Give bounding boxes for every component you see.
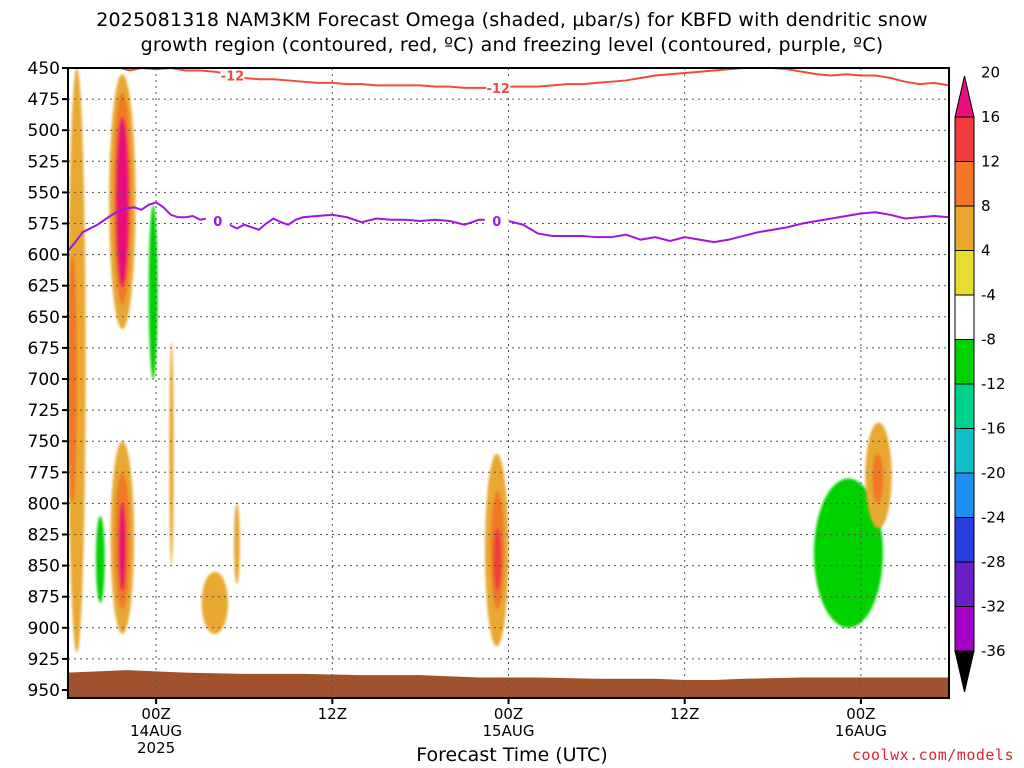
colorbar-segment [954, 294, 975, 340]
x-tick-label: 12Z [318, 705, 347, 723]
x-tick-label: 15AUG [483, 722, 535, 740]
terrain-fill [68, 670, 949, 698]
chart-title-line-2: growth region (contoured, red, ºC) and f… [140, 34, 884, 56]
omega-cell [148, 204, 158, 379]
y-tick-label: 700 [28, 370, 60, 390]
colorbar-segment [954, 561, 975, 607]
colorbar-label: -28 [981, 553, 1006, 571]
freezing-level-contour-label: 0 [213, 215, 222, 230]
colorbar-label: -36 [981, 642, 1006, 660]
x-tick-label: 14AUG [130, 722, 182, 740]
y-axis-ticks: 450 475 500 525 550 575 600 625 650 675 700 725 750 7… [28, 59, 68, 701]
dgz-contour [120, 68, 949, 89]
colorbar-label: -20 [981, 464, 1006, 482]
omega-cell [68, 68, 86, 653]
colorbar-label: -24 [981, 509, 1006, 527]
colorbar-segment [954, 517, 975, 563]
y-tick-label: 575 [28, 215, 60, 235]
y-tick-label: 825 [28, 526, 60, 546]
colorbar-segment [954, 205, 975, 251]
y-tick-label: 450 [28, 59, 60, 79]
omega-cell [233, 503, 240, 585]
y-tick-label: 950 [28, 681, 60, 701]
colorbar-label: -32 [981, 598, 1006, 616]
colorbar-segment [954, 161, 975, 207]
x-tick-label: 00Z [141, 705, 170, 723]
x-tick-label: 16AUG [835, 722, 887, 740]
colorbar-segment [954, 339, 975, 385]
colorbar-segment [954, 472, 975, 518]
y-tick-label: 650 [28, 308, 60, 328]
omega-cell [458, 590, 469, 647]
x-tick-label: 2025 [137, 739, 175, 757]
colorbar-label: -16 [981, 420, 1006, 438]
omega-cell [201, 571, 229, 635]
contour-lines: -12 -12 0 0 [68, 68, 949, 252]
colorbar-label: 4 [981, 242, 991, 260]
colorbar-label: -12 [981, 375, 1006, 393]
colorbar-segment [954, 116, 975, 162]
y-tick-label: 600 [28, 246, 60, 266]
dgz-contour-label: -12 [486, 82, 510, 97]
freezing-level-contour [68, 201, 949, 252]
y-tick-label: 500 [28, 121, 60, 141]
colorbar: -36 -32 -28 -24 -20 -16 -12 -8 -4 4 8 12 16 20 [954, 64, 1006, 693]
omega-cell [95, 515, 105, 603]
colorbar-label: -8 [981, 331, 996, 349]
colorbar-label: 16 [981, 108, 1000, 126]
colorbar-segment [954, 250, 975, 296]
y-tick-label: 850 [28, 557, 60, 577]
colorbar-segment [954, 606, 975, 652]
omega-cell [116, 117, 129, 286]
y-tick-label: 800 [28, 494, 60, 514]
x-axis-label: Forecast Time (UTC) [416, 744, 608, 766]
colorbar-segment [954, 383, 975, 429]
y-tick-label: 900 [28, 619, 60, 639]
y-tick-label: 475 [28, 90, 60, 110]
y-tick-label: 525 [28, 152, 60, 172]
y-tick-label: 750 [28, 432, 60, 452]
colorbar-arrow-top [954, 75, 975, 118]
colorbar-label: -4 [981, 286, 996, 304]
y-tick-label: 725 [28, 401, 60, 421]
freezing-level-contour-label: 0 [492, 215, 501, 230]
site-credit: coolwx.com/models [851, 746, 1014, 764]
omega-cell [872, 453, 883, 504]
omega-cell [119, 503, 126, 591]
dgz-contour-label: -12 [221, 69, 245, 84]
omega-cell [493, 528, 502, 591]
x-tick-label: 00Z [494, 705, 523, 723]
omega-cell [780, 490, 804, 603]
y-tick-label: 775 [28, 463, 60, 483]
y-tick-label: 925 [28, 650, 60, 670]
x-tick-label: 12Z [670, 705, 699, 723]
omega-cell [169, 341, 174, 566]
x-tick-label: 00Z [846, 705, 875, 723]
chart-title-line-1: 2025081318 NAM3KM Forecast Omega (shaded… [96, 9, 928, 31]
colorbar-arrow-bottom [954, 650, 975, 693]
y-tick-label: 625 [28, 277, 60, 297]
omega-cell [813, 478, 883, 628]
colorbar-label: 20 [981, 64, 1000, 82]
colorbar-segment [954, 428, 975, 474]
plot-area [68, 68, 949, 698]
colorbar-label: 12 [981, 153, 1000, 171]
y-tick-label: 550 [28, 183, 60, 203]
y-tick-label: 875 [28, 588, 60, 608]
y-tick-label: 675 [28, 339, 60, 359]
colorbar-label: 8 [981, 197, 991, 215]
